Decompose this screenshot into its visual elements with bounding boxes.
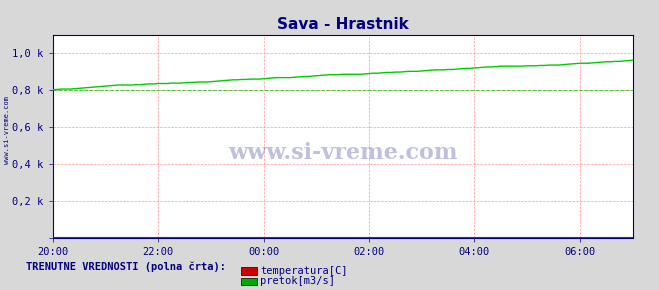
Title: Sava - Hrastnik: Sava - Hrastnik [277,17,409,32]
Text: www.si-vreme.com: www.si-vreme.com [228,142,457,164]
Text: pretok[m3/s]: pretok[m3/s] [260,276,335,286]
Text: TRENUTNE VREDNOSTI (polna črta):: TRENUTNE VREDNOSTI (polna črta): [26,261,226,272]
Text: temperatura[C]: temperatura[C] [260,266,348,276]
Text: www.si-vreme.com: www.si-vreme.com [3,97,10,164]
